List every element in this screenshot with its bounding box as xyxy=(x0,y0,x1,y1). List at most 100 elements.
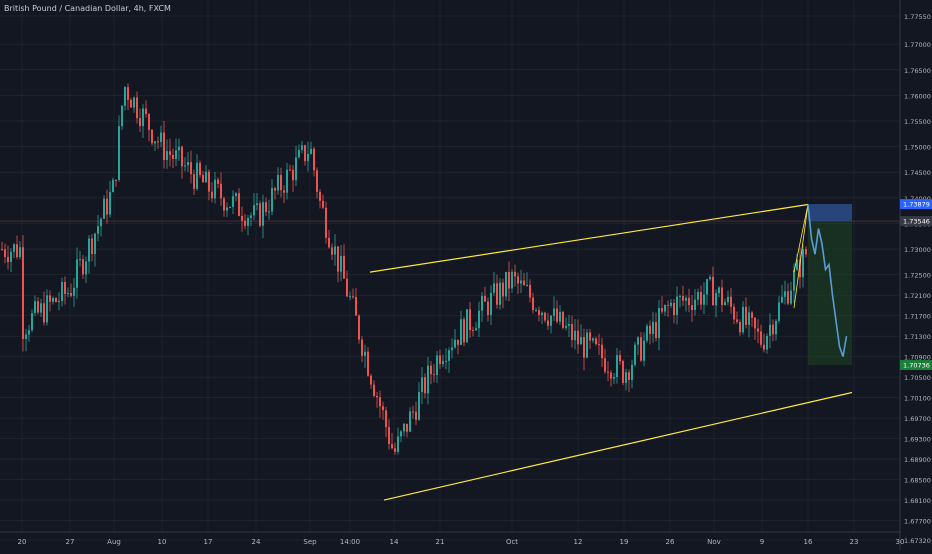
candle-body xyxy=(259,203,261,226)
candle-body xyxy=(778,302,780,321)
candle-body xyxy=(769,324,771,336)
candle-body xyxy=(616,354,618,377)
candle-body xyxy=(118,126,120,180)
y-tick-label: 1.72100 xyxy=(904,292,931,300)
candle-body xyxy=(178,146,180,151)
candle-body xyxy=(112,179,114,192)
candle-body xyxy=(784,291,786,297)
x-tick-label: 19 xyxy=(620,538,629,546)
candle-body xyxy=(202,175,204,183)
y-tick-label: 1.75500 xyxy=(904,118,931,126)
candle-body xyxy=(649,325,651,335)
candle-body xyxy=(607,371,609,373)
candle-body xyxy=(295,157,297,181)
candle-body xyxy=(799,259,801,278)
candle-body xyxy=(598,344,600,346)
candle-body xyxy=(652,321,654,335)
candle-body xyxy=(544,312,546,321)
candle-body xyxy=(559,311,561,322)
candle-body xyxy=(679,296,681,298)
x-tick-label: 20 xyxy=(18,538,27,546)
x-tick-label: 23 xyxy=(850,538,859,546)
y-tick-label: 1.67700 xyxy=(904,518,931,526)
candle-body xyxy=(346,278,348,297)
candle-body xyxy=(628,372,630,381)
target-zone xyxy=(808,221,852,366)
x-tick-label: 17 xyxy=(204,538,213,546)
price-label-box xyxy=(900,216,932,227)
candle-body xyxy=(244,220,246,226)
price-label-box xyxy=(900,360,932,371)
candle-body xyxy=(412,411,414,413)
candle-body xyxy=(415,411,417,420)
candle-body xyxy=(604,358,606,372)
candle-body xyxy=(454,339,456,348)
candle-body xyxy=(247,217,249,226)
candle-body xyxy=(751,312,753,318)
candle-body xyxy=(550,315,552,326)
candle-body xyxy=(274,188,276,191)
candle-body xyxy=(661,308,663,312)
candle-body xyxy=(289,169,291,171)
candle-body xyxy=(400,431,402,437)
candle-body xyxy=(466,309,468,343)
candle-body xyxy=(475,328,477,331)
candle-body xyxy=(763,344,765,350)
candle-body xyxy=(328,237,330,248)
y-tick-label: 1.68100 xyxy=(904,497,931,505)
candle-body xyxy=(241,215,243,221)
candle-body xyxy=(229,206,231,208)
candle-body xyxy=(442,361,444,365)
candle-body xyxy=(73,287,75,296)
candle-body xyxy=(793,269,795,291)
symbol-title: British Pound / Canadian Dollar, 4h, FXC… xyxy=(4,4,171,13)
candle-body xyxy=(700,291,702,305)
candle-body xyxy=(430,365,432,375)
candle-body xyxy=(532,297,534,311)
candle-body xyxy=(307,153,309,162)
candle-body xyxy=(172,155,174,160)
candle-body xyxy=(757,328,759,332)
candle-body xyxy=(277,174,279,191)
candle-body xyxy=(355,296,357,316)
x-tick-label: 16 xyxy=(804,538,813,546)
candle-body xyxy=(523,280,525,286)
candle-body xyxy=(190,162,192,175)
candle-body xyxy=(28,330,30,335)
candle-body xyxy=(13,244,15,252)
candle-body xyxy=(640,337,642,361)
candle-body xyxy=(391,443,393,449)
candle-body xyxy=(331,247,333,255)
candle-body xyxy=(157,141,159,143)
candle-body xyxy=(739,322,741,333)
candle-body xyxy=(169,151,171,156)
candle-body xyxy=(730,296,732,307)
candle-body xyxy=(262,202,264,226)
y-tick-label: 1.70900 xyxy=(904,354,931,362)
candle-body xyxy=(694,299,696,311)
price-label: 1.73879 xyxy=(903,201,930,209)
candle-body xyxy=(514,271,516,277)
candle-body xyxy=(697,291,699,300)
candle-body xyxy=(601,344,603,359)
candle-body xyxy=(361,339,363,356)
candle-body xyxy=(136,97,138,119)
y-tick-label: 1.75000 xyxy=(904,144,931,152)
candle-body xyxy=(643,340,645,361)
candle-body xyxy=(718,287,720,294)
y-tick-label: 1.77000 xyxy=(904,41,931,49)
candle-body xyxy=(22,247,24,339)
candle-body xyxy=(58,300,60,303)
candle-body xyxy=(580,336,582,345)
candle-body xyxy=(610,372,612,379)
candle-body xyxy=(271,188,273,212)
candle-body xyxy=(658,308,660,339)
y-tick-label: 1.77550 xyxy=(904,13,931,21)
candle-body xyxy=(358,315,360,340)
candle-body xyxy=(268,211,270,213)
candle-body xyxy=(31,313,33,331)
candle-body xyxy=(439,355,441,365)
price-label: 1.70736 xyxy=(903,362,930,370)
